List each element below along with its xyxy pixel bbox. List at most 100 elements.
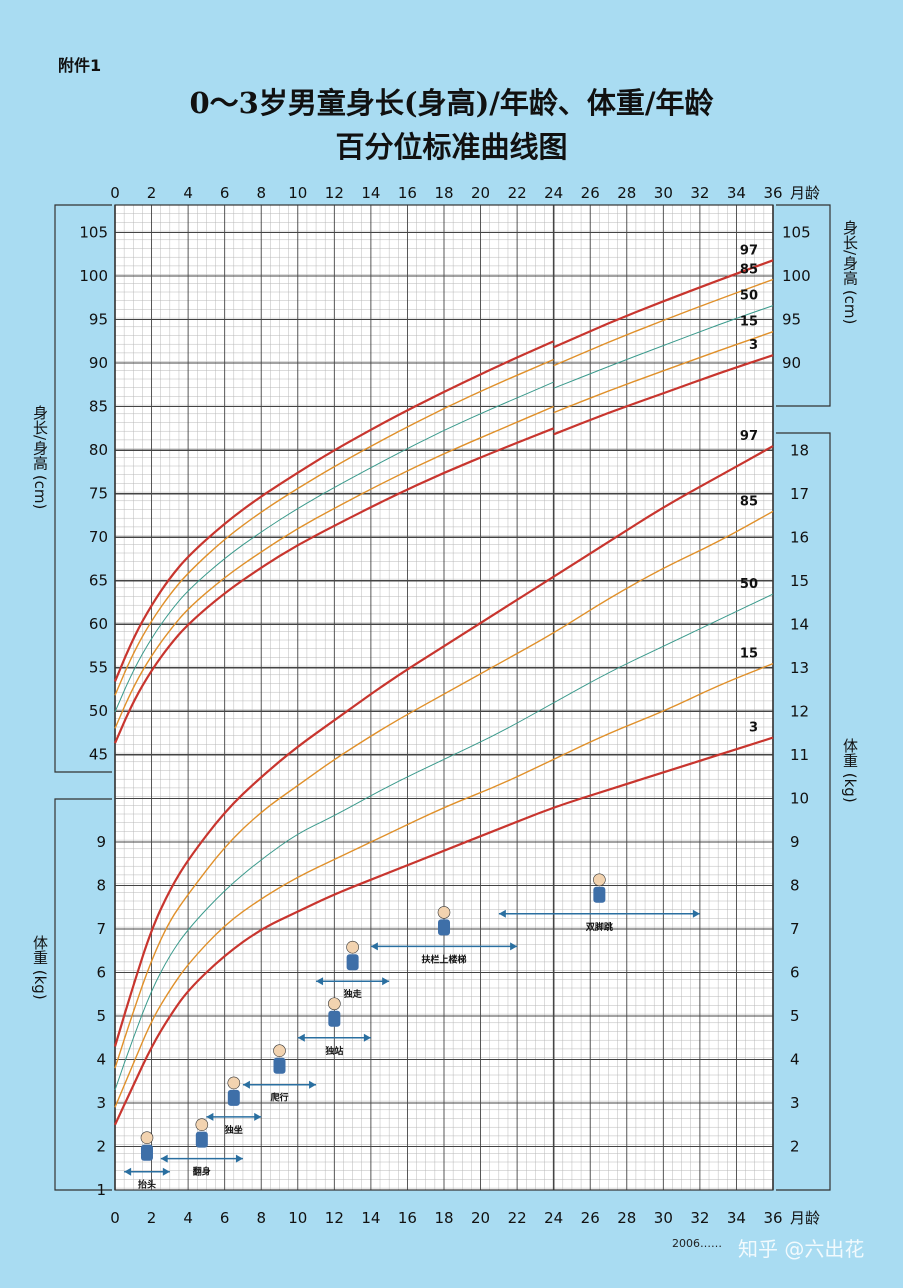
weight-percentile-label: 50 [740, 577, 758, 592]
weight-tick-right: 4 [790, 1051, 800, 1069]
weight-percentile-label: 97 [740, 429, 758, 444]
weight-curve-p50 [114, 593, 774, 1091]
length-tick-left: 50 [89, 702, 108, 720]
watermark: 知乎 @六出花 [738, 1237, 865, 1261]
child-figure-body [227, 1089, 240, 1106]
milestone-arrow-left [316, 977, 324, 986]
child-figure-body [438, 919, 450, 936]
length-axis-title-left: 身长/身高 (cm) [31, 405, 49, 509]
x-tick-label-top: 10 [288, 184, 307, 202]
milestone-arrow-right [235, 1154, 243, 1163]
weight-tick-left: 6 [96, 964, 106, 982]
length-tick-left: 70 [89, 528, 108, 546]
milestone-label: 独站 [324, 1045, 343, 1057]
length-tick-left: 85 [89, 398, 108, 416]
x-tick-label-bottom: 8 [256, 1209, 266, 1227]
right-bracket-weight [776, 432, 831, 1191]
child-figure-body [328, 1010, 341, 1027]
x-tick-label-bottom: 36 [763, 1209, 782, 1227]
x-tick-label-bottom: 22 [508, 1209, 527, 1227]
milestone-label: 爬行 [269, 1092, 288, 1104]
chart-curves [113, 259, 774, 1126]
weight-tick-right: 6 [790, 964, 800, 982]
milestone-label: 独坐 [224, 1124, 243, 1136]
x-tick-label-top: 36 [763, 184, 782, 202]
weight-tick-right: 17 [790, 485, 809, 503]
x-tick-label-top: 28 [617, 184, 636, 202]
right-bracket-length [776, 204, 831, 407]
x-axis-title-top: 月龄 [790, 184, 820, 202]
x-tick-label-top: 14 [361, 184, 380, 202]
weight-tick-right: 15 [790, 572, 809, 590]
weight-tick-left: 7 [96, 920, 106, 938]
milestone-label: 抬头 [138, 1179, 156, 1191]
x-tick-label-bottom: 26 [581, 1209, 600, 1227]
page-title-line2: 百分位标准曲线图 [335, 130, 568, 164]
length-percentile-label: 85 [740, 262, 758, 277]
length-tick-left: 65 [89, 572, 108, 590]
length-tick-left: 80 [89, 441, 108, 459]
milestones: 抬头 翻身 独坐 爬行 独站 独走 扶栏上楼梯 双脚跳 [124, 873, 700, 1191]
length-tick-left: 55 [89, 659, 108, 677]
page-title-line1: 0～3岁男童身长(身高)/年龄、体重/年龄 [189, 86, 714, 120]
weight-tick-right: 12 [790, 703, 809, 721]
source-note: 2006…… [672, 1237, 722, 1250]
weight-tick-right: 10 [790, 790, 809, 808]
x-tick-label-bottom: 0 [110, 1209, 120, 1227]
length-curve-p85 [114, 278, 774, 696]
chart-labels: 0022446688101012121414161618182020222224… [31, 184, 859, 1227]
x-tick-label-bottom: 16 [398, 1209, 417, 1227]
child-figure-body [140, 1144, 153, 1161]
length-tick-left: 75 [89, 485, 108, 503]
x-tick-label-top: 6 [220, 184, 230, 202]
weight-tick-left: 5 [96, 1007, 106, 1025]
x-tick-label-top: 22 [508, 184, 527, 202]
child-figure-head [346, 940, 359, 954]
weight-curve-p85 [114, 510, 774, 1069]
milestone-arrow-left [124, 1167, 132, 1176]
length-curve-p15 [114, 331, 774, 729]
weight-tick-right: 18 [790, 442, 809, 460]
child-figure-body [346, 954, 359, 971]
x-tick-label-bottom: 20 [471, 1209, 490, 1227]
x-tick-label-top: 26 [581, 184, 600, 202]
x-tick-label-top: 20 [471, 184, 490, 202]
weight-tick-right: 8 [790, 877, 800, 895]
length-tick-right: 105 [782, 224, 811, 242]
x-tick-label-top: 0 [110, 184, 120, 202]
length-curve-p50 [114, 305, 774, 713]
length-tick-left: 100 [79, 267, 108, 285]
weight-tick-left: 2 [96, 1138, 106, 1156]
x-tick-label-top: 32 [690, 184, 709, 202]
child-figure-head [195, 1118, 209, 1131]
weight-axis-title-right: 体重 (kg) [841, 738, 859, 803]
x-tick-label-top: 8 [256, 184, 266, 202]
weight-axis-title-left: 体重 (kg) [31, 935, 49, 1000]
child-figure-body [273, 1057, 286, 1074]
milestone-arrow-right [162, 1167, 170, 1176]
weight-tick-right: 11 [790, 746, 809, 764]
x-tick-label-bottom: 10 [288, 1209, 307, 1227]
length-tick-left: 45 [89, 746, 108, 764]
child-figure-body [593, 886, 606, 903]
weight-curve-p15 [114, 662, 774, 1108]
milestone-arrow-right [382, 977, 390, 986]
x-tick-label-bottom: 4 [183, 1209, 193, 1227]
weight-tick-right: 14 [790, 616, 809, 634]
x-tick-label-bottom: 12 [325, 1209, 344, 1227]
x-axis-title-bottom: 月龄 [790, 1209, 820, 1227]
weight-tick-right: 9 [790, 833, 800, 851]
milestone-arrow-left [242, 1080, 250, 1089]
x-tick-label-bottom: 30 [654, 1209, 673, 1227]
x-tick-label-top: 18 [434, 184, 453, 202]
child-figure-head [328, 997, 341, 1011]
x-tick-label-bottom: 24 [544, 1209, 563, 1227]
x-tick-label-top: 4 [183, 184, 193, 202]
weight-curve-p97 [113, 445, 774, 1047]
weight-tick-right: 5 [790, 1007, 800, 1025]
length-tick-left: 90 [89, 354, 108, 372]
milestone-arrow-right [510, 942, 518, 951]
child-figure-head [593, 873, 606, 887]
weight-tick-right: 2 [790, 1138, 800, 1156]
